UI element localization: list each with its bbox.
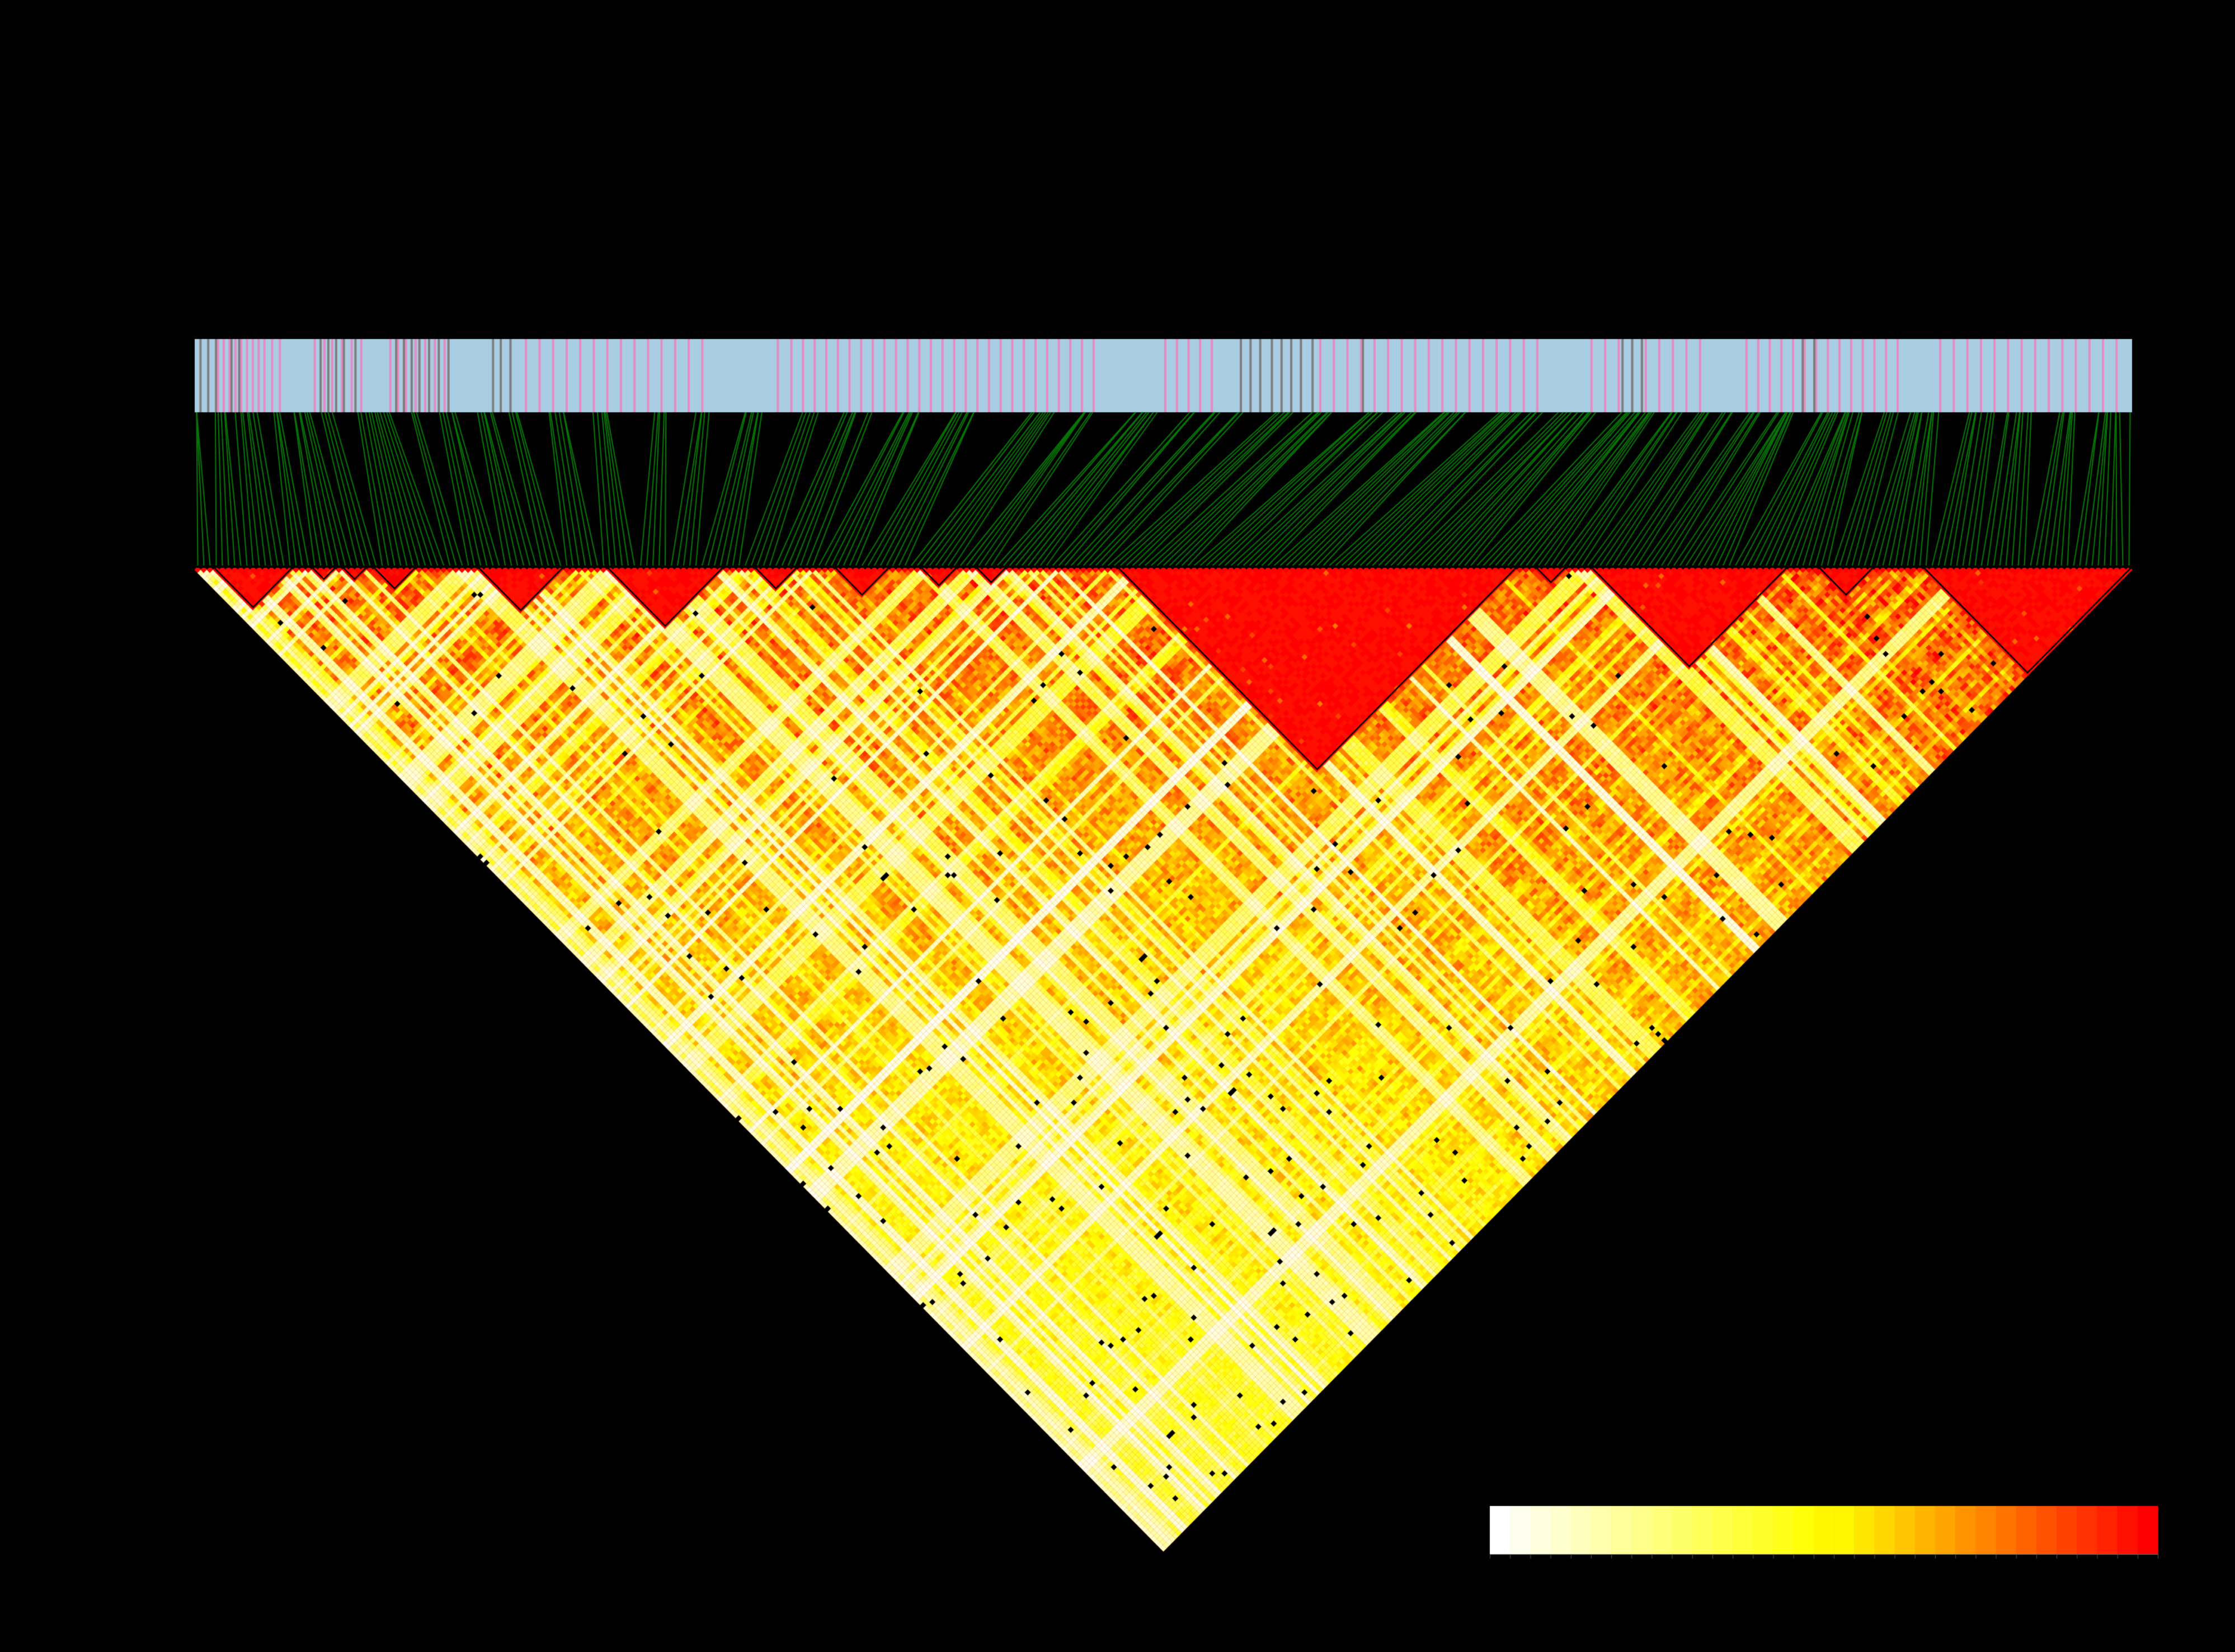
- genomic-position-bar: [195, 339, 2132, 412]
- color-key-legend: [1490, 1506, 2158, 1554]
- ld-triangle-matrix: [195, 567, 2132, 1551]
- marker-fan-lines: [195, 412, 2132, 567]
